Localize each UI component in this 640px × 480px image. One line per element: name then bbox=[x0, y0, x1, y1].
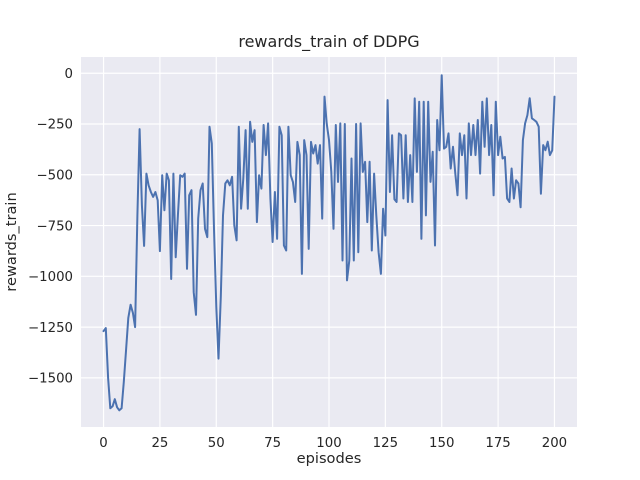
series-layer bbox=[102, 74, 556, 412]
y-tick-label: −250 bbox=[36, 118, 73, 133]
x-tick-label: 50 bbox=[208, 436, 225, 451]
y-axis-label: rewards_train bbox=[3, 192, 20, 291]
x-tick-label: 25 bbox=[151, 436, 168, 451]
y-tick-labels: 0 −250 −500 −750 −1000 −1250 −1500 bbox=[28, 67, 73, 387]
x-tick-label: 175 bbox=[485, 436, 510, 451]
x-tick-label: 75 bbox=[264, 436, 281, 451]
x-tick-label: 150 bbox=[429, 436, 454, 451]
y-tick-label: −1500 bbox=[28, 372, 73, 387]
y-tick-label: −500 bbox=[36, 168, 73, 183]
x-tick-label: 0 bbox=[99, 436, 107, 451]
x-axis-label: episodes bbox=[297, 450, 362, 467]
x-tick-label: 125 bbox=[373, 436, 398, 451]
series-line-rewards_train bbox=[102, 74, 556, 412]
y-tick-label: −750 bbox=[36, 219, 73, 234]
y-tick-label: −1250 bbox=[28, 321, 73, 336]
chart-title: rewards_train of DDPG bbox=[238, 32, 419, 52]
x-tick-label: 100 bbox=[316, 436, 341, 451]
x-tick-labels: 0 25 50 75 100 125 150 175 200 bbox=[99, 436, 567, 451]
y-tick-label: −1000 bbox=[28, 270, 73, 285]
x-tick-label: 200 bbox=[542, 436, 567, 451]
y-tick-label: 0 bbox=[65, 67, 73, 82]
